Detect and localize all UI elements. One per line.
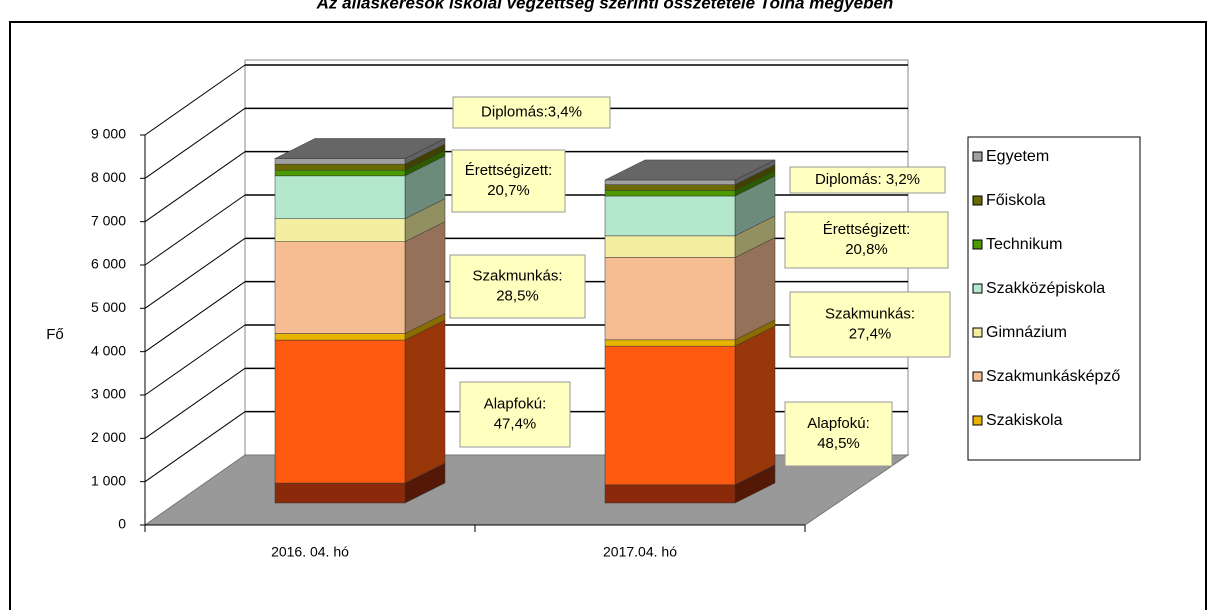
y-tick-label: 1 000 bbox=[91, 472, 126, 488]
bar-segment bbox=[604, 184, 736, 191]
legend-swatch bbox=[972, 239, 983, 250]
bar-segment bbox=[274, 339, 406, 484]
y-tick-label: 3 000 bbox=[91, 386, 126, 402]
annotation-box bbox=[789, 166, 946, 194]
chart-title: Az álláskeresők iskolai végzettség szeri… bbox=[316, 0, 894, 12]
bar-segment bbox=[604, 339, 736, 347]
legend-label: Szakmunkásképző bbox=[986, 368, 1120, 385]
legend-swatch bbox=[972, 151, 983, 162]
bar-segment bbox=[274, 218, 406, 242]
legend-box bbox=[967, 136, 1141, 461]
bar-segment bbox=[274, 169, 406, 177]
bar-segment bbox=[604, 484, 736, 504]
y-tick-label: 8 000 bbox=[91, 169, 126, 185]
annotation: Diplomás: 3,2% bbox=[815, 171, 920, 188]
legend-swatch bbox=[972, 415, 983, 426]
annotation-box bbox=[459, 381, 571, 448]
legend-label: Egyetem bbox=[986, 148, 1049, 165]
bar-segment bbox=[604, 345, 736, 486]
grid-diagonal bbox=[144, 64, 246, 136]
bar-segment bbox=[274, 241, 406, 334]
grid-diagonal bbox=[144, 151, 246, 223]
y-tick-label: 9 000 bbox=[91, 126, 126, 142]
y-tick-label: 6 000 bbox=[91, 256, 126, 272]
grid-diagonal bbox=[144, 367, 246, 439]
legend-swatch bbox=[972, 283, 983, 294]
y-axis-label: Fő bbox=[46, 326, 64, 343]
bar-segment bbox=[274, 333, 406, 341]
annotation-box bbox=[784, 211, 949, 269]
annotation: Alapfokú: bbox=[807, 415, 870, 432]
bar-segment bbox=[604, 235, 736, 258]
legend-swatch bbox=[972, 371, 983, 382]
bar-segment bbox=[274, 175, 406, 219]
bar-side bbox=[404, 319, 446, 484]
annotation: Érettségizett: bbox=[823, 221, 911, 238]
bar-segment bbox=[274, 482, 406, 504]
grid-diagonal bbox=[144, 237, 246, 309]
annotation: Szakmunkás: bbox=[825, 305, 915, 322]
annotation: 47,4% bbox=[494, 415, 537, 432]
annotation-box bbox=[784, 401, 893, 467]
annotation-box bbox=[449, 254, 586, 319]
annotation-box bbox=[789, 291, 951, 358]
annotation-box bbox=[452, 96, 611, 129]
annotation: 20,8% bbox=[845, 241, 888, 258]
grid-diagonal bbox=[144, 281, 246, 353]
annotation: 28,5% bbox=[496, 287, 539, 304]
annotation-box bbox=[451, 149, 566, 213]
bar-segment bbox=[604, 190, 736, 197]
bar-side bbox=[734, 325, 776, 486]
y-tick-label: 7 000 bbox=[91, 212, 126, 228]
annotation: 48,5% bbox=[817, 435, 860, 452]
bar-segment bbox=[604, 179, 736, 185]
legend-label: Technikum bbox=[986, 236, 1062, 253]
bar-segment bbox=[604, 195, 736, 237]
legend-swatch bbox=[972, 195, 983, 206]
legend-label: Főiskola bbox=[986, 192, 1046, 209]
bar-top bbox=[604, 159, 776, 181]
grid-diagonal bbox=[144, 324, 246, 396]
annotation: 20,7% bbox=[487, 182, 530, 199]
y-tick-label: 0 bbox=[118, 516, 126, 532]
legend-label: Szakközépiskola bbox=[986, 280, 1105, 297]
annotation: 27,4% bbox=[849, 325, 892, 342]
bar-top bbox=[274, 138, 446, 159]
grid-diagonal bbox=[144, 107, 246, 179]
y-tick-label: 5 000 bbox=[91, 299, 126, 315]
bar-segment bbox=[274, 163, 406, 171]
y-tick-label: 4 000 bbox=[91, 342, 126, 358]
annotation: Érettségizett: bbox=[465, 162, 553, 179]
bar-segment bbox=[274, 158, 406, 165]
annotation: Diplomás:3,4% bbox=[481, 103, 582, 120]
annotation: Alapfokú: bbox=[484, 395, 547, 412]
x-tick-label: 2016. 04. hó bbox=[271, 544, 349, 560]
grid-diagonal bbox=[144, 411, 246, 483]
annotation: Szakmunkás: bbox=[472, 267, 562, 284]
legend-label: Szakiskola bbox=[986, 412, 1063, 429]
legend-swatch bbox=[972, 327, 983, 338]
grid-diagonal bbox=[144, 194, 246, 266]
bar-segment bbox=[604, 257, 736, 341]
y-tick-label: 2 000 bbox=[91, 429, 126, 445]
x-tick-label: 2017.04. hó bbox=[603, 544, 677, 560]
legend-label: Gimnázium bbox=[986, 324, 1067, 341]
